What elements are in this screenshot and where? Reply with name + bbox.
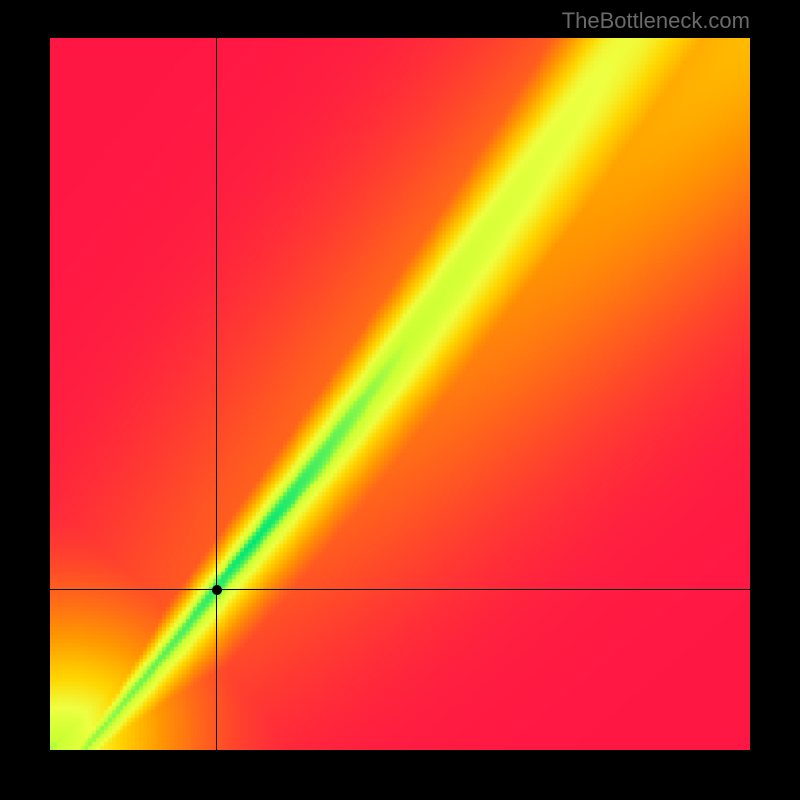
data-point-marker [212,585,222,595]
crosshair-horizontal [50,589,750,590]
crosshair-vertical [216,38,217,750]
heatmap-plot [50,38,750,750]
watermark-label: TheBottleneck.com [562,8,750,34]
heatmap-canvas [50,38,750,750]
